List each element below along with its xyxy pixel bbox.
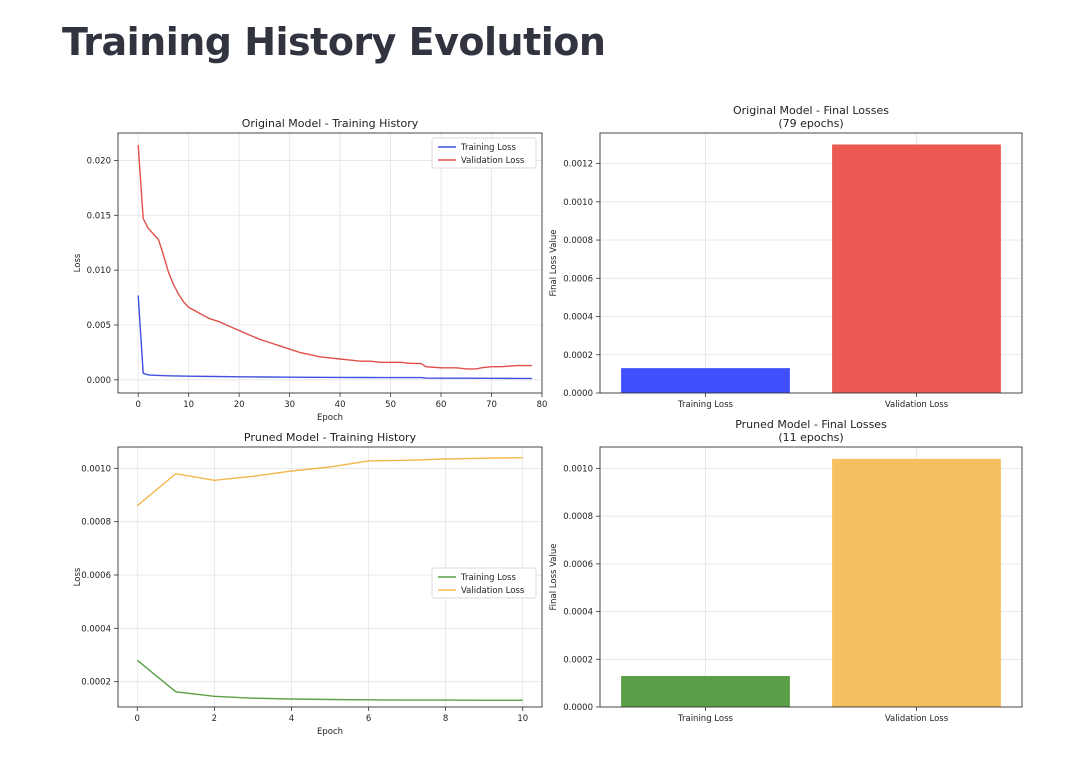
x-tick-label: 50	[385, 400, 396, 410]
legend-label: Validation Loss	[461, 586, 525, 596]
chart-title: (79 epochs)	[778, 117, 843, 130]
series-line-1	[137, 295, 532, 380]
chart-panel-2: Original Model - Final Losses(79 epochs)…	[549, 104, 1023, 410]
y-axis-label: Loss	[73, 567, 83, 586]
y-tick-label: 0.0012	[563, 160, 593, 170]
y-tick-label: 0.005	[87, 321, 111, 331]
x-tick-label: 60	[436, 400, 447, 410]
x-tick-label: 2	[212, 714, 217, 724]
bar-2	[832, 144, 1001, 393]
y-tick-label: 0.0006	[563, 274, 593, 284]
y-axis-label: Final Loss Value	[549, 230, 559, 297]
x-tick-label: 4	[289, 714, 294, 724]
legend-box	[431, 137, 537, 169]
axes-frame	[117, 132, 543, 394]
y-tick-label: 0.0010	[81, 464, 111, 474]
series-line-1	[136, 659, 523, 701]
chart-title: Pruned Model - Training History	[244, 431, 417, 444]
y-tick-label: 0.015	[87, 211, 111, 221]
y-tick-label: 0.020	[87, 156, 111, 166]
series-line-2	[137, 145, 532, 370]
y-axis-label: Loss	[73, 253, 83, 272]
chart-panel-3: Pruned Model - Training History 0.0002 0.0…	[73, 431, 543, 737]
y-axis-label: Final Loss Value	[549, 544, 559, 611]
x-tick-label: 10	[517, 714, 528, 724]
legend-label: Validation Loss	[461, 156, 525, 166]
x-tick-label: 10	[183, 400, 194, 410]
y-tick-label: 0.0010	[563, 198, 593, 208]
y-tick-label: 0.0004	[563, 608, 593, 618]
y-tick-label: 0.0000	[563, 703, 593, 713]
axes-frame	[599, 132, 1023, 394]
y-tick-label: 0.0000	[563, 389, 593, 399]
series-line-2	[136, 457, 523, 507]
x-tick-label: Training Loss	[677, 714, 733, 724]
y-tick-label: 0.0008	[563, 512, 593, 522]
chart-title: Original Model - Training History	[242, 117, 419, 130]
legend-label: Training Loss	[460, 573, 516, 583]
y-tick-label: 0.0004	[563, 313, 593, 323]
x-tick-label: Validation Loss	[885, 714, 949, 724]
chart-panel-1: Original Model - Training History 0.000 0.…	[73, 117, 547, 423]
y-tick-label: 0.0002	[81, 678, 111, 688]
y-tick-label: 0.000	[87, 376, 111, 386]
x-tick-label: 20	[234, 400, 245, 410]
bar-1	[621, 368, 790, 393]
y-tick-label: 0.0006	[563, 560, 593, 570]
y-tick-label: 0.0008	[81, 518, 111, 528]
bar-1	[621, 675, 790, 707]
x-tick-label: Training Loss	[677, 400, 733, 410]
legend-box	[431, 567, 537, 599]
x-tick-label: 70	[486, 400, 497, 410]
legend-label: Training Loss	[460, 143, 516, 153]
chart-title: Pruned Model - Final Losses	[735, 418, 887, 431]
y-tick-label: 0.0004	[81, 624, 111, 634]
page-title: Training History Evolution	[62, 20, 606, 64]
x-tick-label: 0	[135, 400, 140, 410]
chart-panel-4: Pruned Model - Final Losses(11 epochs) 0.…	[549, 418, 1023, 724]
x-tick-label: 0	[135, 714, 140, 724]
axes-frame	[117, 446, 543, 708]
chart-title: (11 epochs)	[778, 431, 843, 444]
x-tick-label: 8	[443, 714, 448, 724]
x-tick-label: 40	[335, 400, 346, 410]
y-tick-label: 0.0008	[563, 236, 593, 246]
axes-frame	[599, 446, 1023, 708]
y-tick-label: 0.0002	[563, 655, 593, 665]
x-axis-label: Epoch	[317, 413, 343, 423]
x-tick-label: 80	[537, 400, 548, 410]
y-tick-label: 0.0010	[563, 464, 593, 474]
bar-2	[832, 458, 1001, 707]
y-tick-label: 0.0006	[81, 571, 111, 581]
x-tick-label: 6	[366, 714, 371, 724]
chart-title: Original Model - Final Losses	[733, 104, 889, 117]
x-tick-label: 30	[284, 400, 295, 410]
y-tick-label: 0.0002	[563, 351, 593, 361]
x-axis-label: Epoch	[317, 727, 343, 737]
x-tick-label: Validation Loss	[885, 400, 949, 410]
y-tick-label: 0.010	[87, 266, 111, 276]
